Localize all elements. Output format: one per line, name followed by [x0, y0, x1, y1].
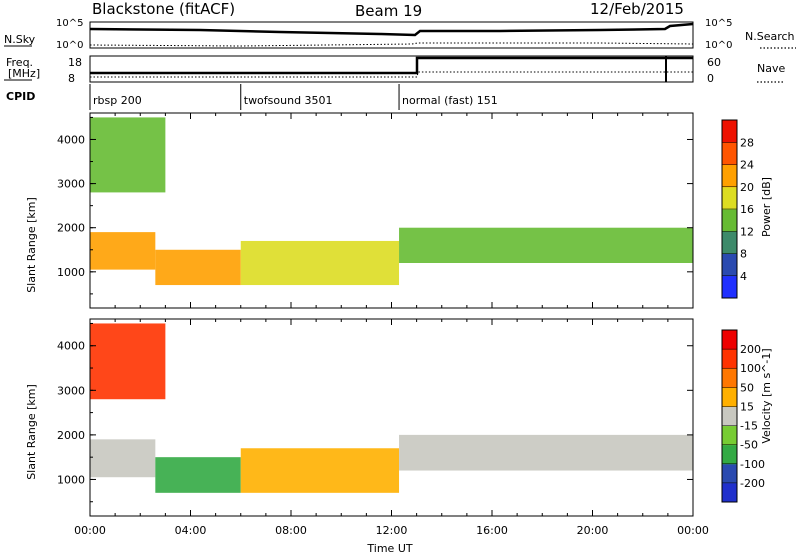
nsearch-curve [89, 42, 694, 47]
nsky-frame [89, 21, 694, 49]
colorbar-swatch [722, 275, 737, 299]
colorbar-swatch [722, 209, 737, 232]
nave-tick-high: 60 [707, 56, 721, 69]
cpid-segments: rbsp 200 twofsound 3501 normal (fast) 151 [89, 84, 498, 110]
freq-panel: Freq. [MHz] 18 8 60 0 Nave [4, 55, 785, 85]
colorbar-tick-label: 8 [740, 248, 747, 261]
x-tick-label: 00:00 [677, 524, 709, 537]
colorbar-tick-label: 24 [740, 159, 754, 172]
cpid-segment-label: twofsound 3501 [244, 94, 333, 107]
nsearch-tick-low: 10^0 [705, 40, 732, 51]
velocity-ylabel: Slant Range [km] [25, 384, 38, 480]
x-tick-label: 08:00 [275, 524, 307, 537]
y-tick-label: 3000 [57, 384, 85, 397]
colorbar-tick-label: 28 [740, 136, 754, 149]
scatter-region [240, 448, 400, 493]
power-colorbar: 4 8 12 16 20 24 28 [721, 119, 754, 299]
x-axis-label: Time UT [366, 542, 412, 554]
x-tick-label: 04:00 [175, 524, 207, 537]
y-tick-label: 1000 [57, 266, 85, 279]
colorbar-swatch [722, 231, 737, 254]
cpid-row: CPID rbsp 200 twofsound 3501 normal (fast)… [6, 84, 498, 110]
colorbar-tick-label: -15 [740, 420, 758, 433]
freq-label: Freq. [6, 56, 33, 69]
colorbar-swatch [722, 349, 737, 369]
colorbar-tick-label: -100 [740, 458, 765, 471]
scatter-region [399, 227, 693, 263]
colorbar-swatch [722, 253, 737, 277]
colorbar-swatch [722, 444, 737, 465]
colorbar-tick-label: 20 [740, 181, 754, 194]
scatter-region [90, 323, 166, 400]
y-tick-label: 3000 [57, 178, 85, 191]
scatter-region [90, 439, 156, 478]
nave-curve [90, 71, 693, 78]
freq-frame [89, 55, 694, 83]
colorbar-swatch [722, 482, 737, 503]
velocity-colorbar: 200 100 50 15 -15 -50 -100 -200 [721, 329, 765, 503]
scatter-region [240, 240, 400, 286]
scatter-region [399, 434, 693, 471]
station-title: Blackstone (fitACF) [92, 0, 235, 18]
colorbar-swatch [722, 330, 737, 350]
x-tick-label: 12:00 [376, 524, 408, 537]
colorbar-swatch [722, 142, 737, 165]
beam-title: Beam 19 [355, 2, 422, 20]
x-tick-label: 00:00 [74, 524, 106, 537]
cpid-segment-label: rbsp 200 [93, 94, 142, 107]
nsky-curve [89, 22, 694, 37]
x-tick-label: 16:00 [476, 524, 508, 537]
freq-tick-low: 8 [68, 72, 75, 85]
cpid-segment-label: normal (fast) 151 [402, 94, 498, 107]
x-tick-label: 20:00 [577, 524, 609, 537]
y-tick-label: 1000 [57, 473, 85, 486]
power-panel: 1000 2000 3000 4000 [57, 112, 694, 309]
freq-tick-high: 18 [68, 56, 82, 69]
nsky-label: N.Sky [4, 33, 36, 46]
colorbar-frame [721, 329, 738, 503]
nsky-panel: N.Sky 10^5 10^0 10^5 10^0 N.Search [4, 18, 796, 51]
nsky-tick-low: 10^0 [56, 40, 83, 51]
scatter-region [155, 457, 241, 493]
colorbar-tick-label: 16 [740, 203, 754, 216]
colorbar-swatch [722, 368, 737, 388]
colorbar-tick-label: 100 [740, 362, 761, 375]
power-colorbar-label: Power [dB] [760, 177, 773, 237]
freq-curve [90, 56, 693, 75]
colorbar-tick-label: 12 [740, 225, 754, 238]
velocity-panel: 1000 2000 3000 4000 00:00 04:00 08:00 12:00 16:0… [57, 318, 709, 537]
colorbar-tick-label: -200 [740, 477, 765, 490]
velocity-colorbar-label: Velocity [m s^-1] [760, 348, 773, 443]
colorbar-swatch [722, 406, 737, 427]
y-tick-label: 2000 [57, 222, 85, 235]
power-ylabel: Slant Range [km] [25, 197, 38, 293]
y-tick-label: 2000 [57, 429, 85, 442]
cpid-label: CPID [6, 90, 35, 103]
nave-label: Nave [757, 62, 785, 75]
scatter-region [90, 232, 156, 270]
colorbar-swatch [722, 164, 737, 188]
nsky-tick-high: 10^5 [56, 18, 83, 29]
colorbar-swatch [722, 120, 737, 143]
scatter-region [90, 117, 166, 193]
colorbar-swatch [722, 463, 737, 484]
colorbar-tick-label: 200 [740, 343, 761, 356]
nsearch-label: N.Search [745, 30, 795, 43]
colorbar-tick-label: -50 [740, 439, 758, 452]
date-title: 12/Feb/2015 [590, 0, 684, 18]
nsearch-tick-high: 10^5 [705, 18, 732, 29]
colorbar-tick-label: 4 [740, 270, 747, 283]
colorbar-swatch [722, 186, 737, 210]
nave-tick-low: 0 [707, 72, 714, 85]
colorbar-tick-label: 15 [740, 400, 754, 413]
y-tick-label: 4000 [57, 133, 85, 146]
freq-unit: [MHz] [8, 67, 40, 80]
colorbar-tick-label: 50 [740, 381, 754, 394]
colorbar-swatch [722, 387, 737, 407]
scatter-region [155, 249, 241, 286]
y-tick-label: 4000 [57, 340, 85, 353]
colorbar-swatch [722, 425, 737, 446]
